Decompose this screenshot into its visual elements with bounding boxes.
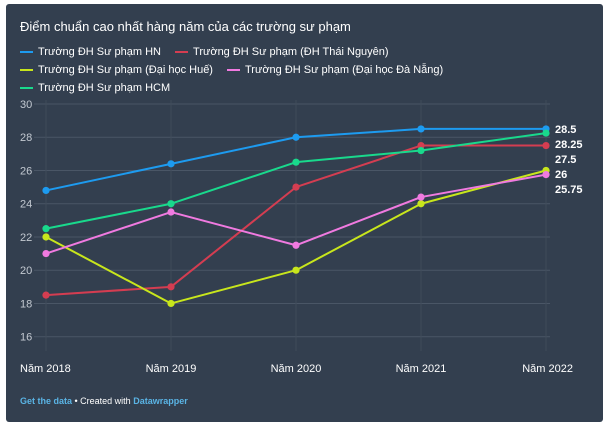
footer-created-with: • Created with: [72, 396, 134, 406]
datawrapper-link[interactable]: Datawrapper: [133, 396, 188, 406]
data-point: [167, 299, 175, 308]
data-point: [167, 200, 175, 208]
data-point: [417, 193, 425, 201]
x-tick-label: Năm 2020: [271, 363, 322, 375]
legend: Trường ĐH Sư phạm HN Trường ĐH Sư phạm (Đ…: [20, 46, 590, 94]
legend-label: Trường ĐH Sư phạm HCM: [38, 82, 171, 94]
y-tick-label: 26: [20, 165, 32, 177]
data-point: [167, 208, 175, 216]
end-value-label: 27.5: [555, 154, 576, 166]
data-point: [292, 183, 300, 191]
data-point: [417, 125, 425, 133]
chart-title: Điểm chuẩn cao nhất hàng năm của các trư…: [20, 19, 351, 34]
data-point: [42, 233, 50, 241]
data-point: [42, 186, 50, 195]
x-tick-label: Năm 2018: [20, 363, 71, 375]
legend-item-2: Trường ĐH Sư phạm (Đại học Huế): [20, 64, 213, 76]
y-tick-label: 20: [20, 265, 32, 277]
legend-item-3: Trường ĐH Sư phạm (Đại học Đà Nẵng): [226, 64, 444, 76]
end-value-label: 28.5: [555, 124, 576, 136]
data-point: [292, 133, 300, 141]
data-point: [167, 283, 175, 291]
y-tick-label: 22: [20, 232, 32, 244]
data-point: [42, 225, 50, 233]
legend-swatch: [20, 51, 33, 53]
data-point: [542, 129, 550, 137]
legend-label: Trường ĐH Sư phạm (ĐH Thái Nguyên): [193, 46, 389, 58]
data-point: [42, 291, 50, 299]
data-point: [292, 241, 300, 249]
y-tick-label: 30: [20, 99, 32, 111]
end-value-label: 25.75: [555, 184, 583, 196]
data-point: [167, 160, 175, 168]
x-tick-label: Năm 2019: [146, 363, 197, 375]
end-value-label: 28.25: [555, 139, 583, 151]
end-value-label: 26: [555, 169, 567, 181]
data-point: [542, 141, 550, 150]
legend-swatch: [226, 69, 240, 71]
y-tick-label: 28: [20, 132, 32, 144]
footer: Get the data • Created with Datawrapper: [20, 396, 188, 406]
data-point: [292, 266, 300, 274]
legend-item-1: Trường ĐH Sư phạm (ĐH Thái Nguyên): [175, 46, 389, 58]
legend-item-4: Trường ĐH Sư phạm HCM: [20, 82, 170, 94]
y-tick-label: 16: [20, 332, 32, 344]
chart-card: Điểm chuẩn cao nhất hàng năm của các trư…: [6, 4, 603, 422]
data-point: [417, 141, 425, 150]
x-tick-label: Năm 2021: [396, 363, 447, 375]
legend-label: Trường ĐH Sư phạm (Đại học Đà Nẵng): [244, 64, 444, 76]
legend-label: Trường ĐH Sư phạm HN: [38, 46, 162, 58]
x-tick-label: Năm 2022: [522, 363, 573, 375]
data-point: [417, 146, 425, 155]
legend-swatch: [20, 69, 33, 71]
get-the-data-link[interactable]: Get the data: [20, 396, 73, 406]
legend-swatch: [20, 87, 33, 89]
legend-item-0: Trường ĐH Sư phạm HN: [20, 46, 161, 58]
data-point: [292, 158, 300, 166]
data-point: [542, 171, 550, 179]
y-tick-label: 24: [20, 199, 32, 211]
data-point: [42, 249, 50, 258]
y-tick-label: 18: [20, 298, 32, 310]
legend-swatch: [175, 51, 189, 53]
legend-label: Trường ĐH Sư phạm (Đại học Huế): [38, 64, 213, 76]
data-point: [417, 200, 425, 208]
